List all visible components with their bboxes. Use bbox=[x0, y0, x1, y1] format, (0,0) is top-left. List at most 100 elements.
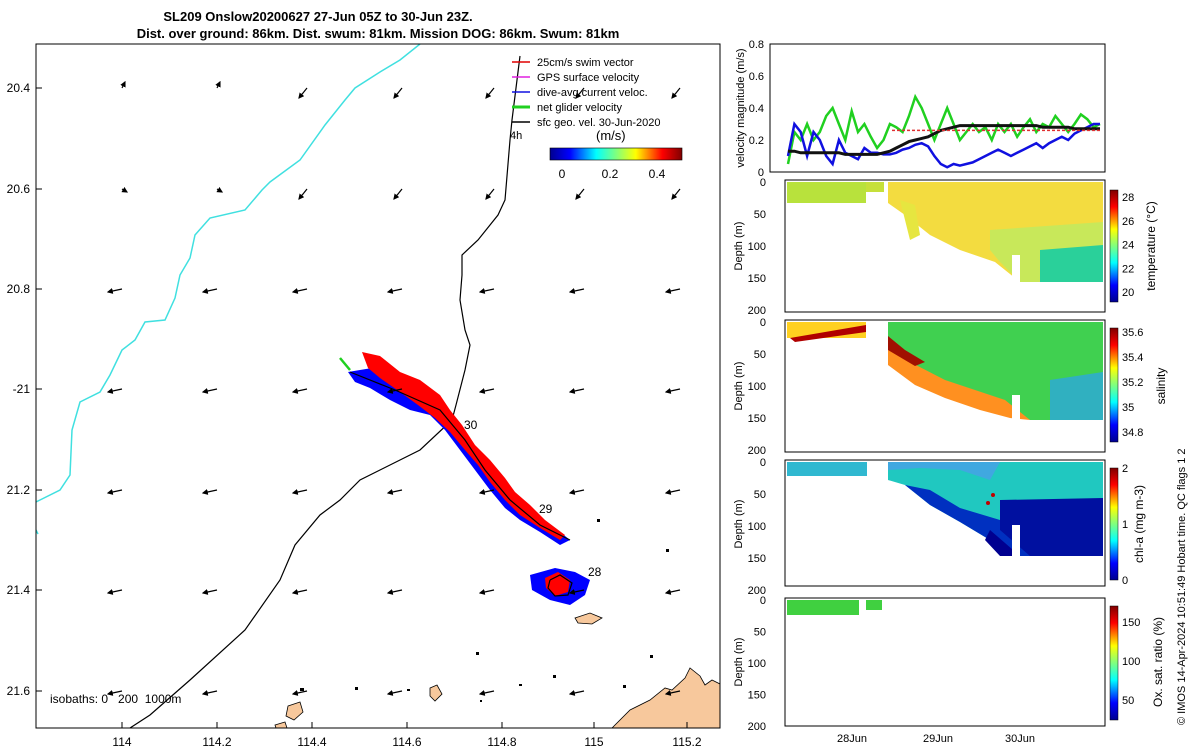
geo-arrow bbox=[120, 80, 126, 89]
colorbar-tick: 0 bbox=[1122, 575, 1128, 587]
colorbar-tick: 34.8 bbox=[1122, 427, 1143, 439]
geo-arrow bbox=[106, 690, 123, 696]
depth-ytick: 200 bbox=[748, 585, 766, 597]
chla-ylabel: Depth (m) bbox=[733, 500, 745, 549]
depth-ytick: 200 bbox=[748, 445, 766, 457]
colorbar-tick: 35.4 bbox=[1122, 352, 1143, 364]
map-lon-tick: 114 bbox=[112, 735, 131, 749]
isobaths-label: isobaths: 0 200 1000m bbox=[50, 692, 181, 706]
geo-arrow bbox=[568, 690, 585, 696]
temperature-colorbar bbox=[1109, 189, 1119, 303]
swim-vector-shape bbox=[362, 352, 565, 540]
temperature-ylabel: Depth (m) bbox=[733, 222, 745, 271]
depth-ytick: 0 bbox=[760, 177, 766, 189]
title-line-1: SL209 Onslow20200627 27-Jun 05Z to 30-Ju… bbox=[163, 9, 472, 24]
geo-arrow bbox=[106, 489, 123, 495]
geo-arrow bbox=[386, 288, 403, 294]
depth-ytick: 150 bbox=[748, 273, 766, 285]
depth-ytick: 0 bbox=[760, 317, 766, 329]
colorbar-tick: 35 bbox=[1122, 402, 1134, 414]
geo-arrow bbox=[106, 288, 123, 294]
colorbar-tick: 1 bbox=[1122, 519, 1128, 531]
date-tick: 28Jun bbox=[837, 733, 867, 745]
geo-arrow bbox=[393, 188, 403, 200]
legend-entry: net glider velocity bbox=[537, 102, 622, 114]
geo-arrow bbox=[478, 589, 495, 595]
velocity-panel: 0 0.2 0.4 0.6 0.8 velocity magnitude (m/s) bbox=[735, 39, 1106, 179]
map-legend: 25cm/s swim vector GPS surface velocity di… bbox=[510, 57, 683, 181]
map-lon-tick: 115.2 bbox=[672, 735, 701, 749]
map-lat-tick: -21 bbox=[13, 382, 31, 396]
depth-ytick: 150 bbox=[748, 413, 766, 425]
geo-arrow bbox=[664, 489, 681, 495]
geo-arrow bbox=[393, 87, 403, 99]
map-panel: 30 29 28 114 114.2 114.4 114.6 114.8 115 115.2… bbox=[7, 43, 721, 749]
legend-entry: sfc geo. vel. 30-Jun-2020 bbox=[537, 117, 661, 129]
map-colorbar-tick-2: 0.4 bbox=[649, 167, 666, 181]
velocity-ytick: 0 bbox=[758, 167, 764, 179]
salinity-panel: 0 50 100 150 200 Depth (m) 35.6 35.4 35.2 35 34.… bbox=[733, 317, 1168, 457]
chla-colorbar-label: chl-a (mg m-3) bbox=[1132, 485, 1146, 563]
coastline-line bbox=[36, 44, 421, 503]
map-lat-tick: 20.4 bbox=[7, 81, 31, 95]
map-lon-tick: 114.4 bbox=[297, 735, 326, 749]
colorbar-tick: 20 bbox=[1122, 287, 1134, 299]
geo-arrow bbox=[671, 87, 681, 99]
temperature-colorbar-label: temperature (°C) bbox=[1144, 201, 1158, 291]
geo-arrow bbox=[291, 388, 308, 394]
salinity-colorbar bbox=[1109, 327, 1119, 443]
geo-arrow bbox=[201, 589, 218, 595]
depth-ytick: 150 bbox=[748, 553, 766, 565]
geo-arrow bbox=[106, 388, 123, 394]
map-colorbar-tick-0: 0 bbox=[559, 167, 566, 181]
geo-arrow bbox=[664, 690, 681, 696]
geo-arrow bbox=[386, 388, 403, 394]
geo-arrow bbox=[106, 589, 123, 595]
map-lon-tick: 114.6 bbox=[392, 735, 421, 749]
depth-ytick: 50 bbox=[754, 489, 766, 501]
legend-entry: GPS surface velocity bbox=[537, 72, 640, 84]
depth-ytick: 100 bbox=[748, 521, 766, 533]
oxygen-colorbar-label: Ox. sat. ratio (%) bbox=[1151, 617, 1165, 707]
geo-arrow bbox=[298, 188, 308, 200]
day-label-29: 29 bbox=[539, 502, 553, 516]
geo-arrow bbox=[216, 186, 224, 193]
depth-ytick: 200 bbox=[748, 721, 766, 733]
footer-credit: © IMOS 14-Apr-2024 10:51:49 Hobart time.… bbox=[1176, 448, 1188, 725]
geo-arrow bbox=[664, 288, 681, 294]
map-lon-tick: 115 bbox=[584, 735, 603, 749]
geo-arrow bbox=[201, 690, 218, 696]
chla-colorbar bbox=[1109, 467, 1119, 581]
map-lon-tick: 114.2 bbox=[202, 735, 231, 749]
velocity-ytick: 0.8 bbox=[749, 39, 764, 51]
geo-arrow bbox=[575, 188, 585, 200]
geo-arrow bbox=[568, 388, 585, 394]
geo-arrow bbox=[664, 388, 681, 394]
depth-ytick: 0 bbox=[760, 457, 766, 469]
geo-arrow bbox=[568, 489, 585, 495]
depth-ytick: 150 bbox=[748, 690, 766, 702]
geo-arrow bbox=[575, 87, 585, 99]
geo-arrow bbox=[664, 589, 681, 595]
date-tick: 30Jun bbox=[1005, 733, 1035, 745]
geo-arrow bbox=[291, 489, 308, 495]
legend-entry: dive-avg current veloc. bbox=[537, 87, 648, 99]
colorbar-tick: 22 bbox=[1122, 263, 1134, 275]
geo-arrow bbox=[291, 589, 308, 595]
depth-ytick: 50 bbox=[754, 209, 766, 221]
temperature-panel: 0 50 100 150 200 Depth (m) 28 26 24 22 20 temper… bbox=[733, 177, 1158, 317]
colorbar-tick: 35.2 bbox=[1122, 377, 1143, 389]
isobath-line bbox=[129, 55, 521, 728]
mainland-shape bbox=[611, 667, 720, 728]
colorbar-tick: 26 bbox=[1122, 216, 1134, 228]
title-line-2: Dist. over ground: 86km. Dist. swum: 81k… bbox=[137, 26, 620, 41]
island-shape bbox=[574, 612, 603, 625]
geo-arrow bbox=[568, 589, 585, 595]
salinity-colorbar-label: salinity bbox=[1154, 368, 1168, 405]
velocity-series-line bbox=[788, 124, 1100, 156]
depth-ytick: 50 bbox=[754, 349, 766, 361]
map-lat-ticks: 20.4 20.6 20.8 -21 21.2 21.4 21.6 bbox=[7, 81, 42, 698]
colorbar-tick: 2 bbox=[1122, 463, 1128, 475]
geostrophic-arrows bbox=[106, 80, 681, 696]
